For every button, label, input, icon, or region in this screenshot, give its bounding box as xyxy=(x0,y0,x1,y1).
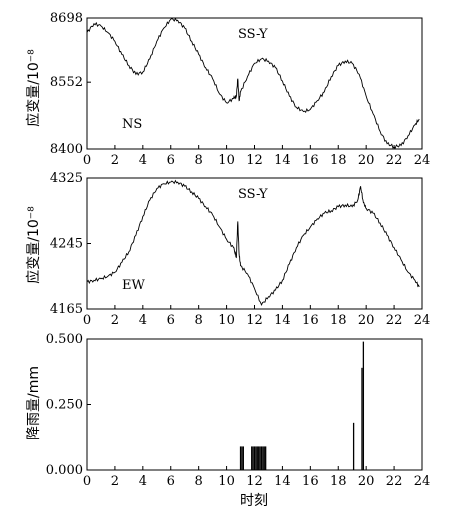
x-tick-label: 14 xyxy=(274,313,291,328)
x-tick-label: 0 xyxy=(83,313,91,328)
panel-rain-ylabel: 降雨量/mm xyxy=(26,366,42,440)
x-tick-label: 16 xyxy=(302,474,319,489)
x-tick-label: 2 xyxy=(111,153,119,168)
x-tick-label: 18 xyxy=(330,153,347,168)
x-tick-label: 22 xyxy=(386,474,403,489)
x-tick-label: 8 xyxy=(195,153,203,168)
panel-ns-component-label: NS xyxy=(122,117,142,132)
x-tick-label: 14 xyxy=(274,153,291,168)
x-tick-label: 14 xyxy=(274,474,291,489)
x-tick-label: 24 xyxy=(414,313,431,328)
x-tick-label: 20 xyxy=(358,474,375,489)
x-tick-label: 16 xyxy=(302,153,319,168)
panel-ew-component-label: EW xyxy=(122,278,145,293)
x-tick-label: 16 xyxy=(302,313,319,328)
x-tick-label: 0 xyxy=(83,153,91,168)
x-tick-label: 12 xyxy=(246,474,263,489)
x-tick-label: 10 xyxy=(218,474,235,489)
x-tick-label: 8 xyxy=(195,313,203,328)
y-tick-label: 8698 xyxy=(50,11,83,26)
x-tick-label: 20 xyxy=(358,313,375,328)
panel-ew-title-annotation: SS-Y xyxy=(238,187,268,202)
y-tick-label: 4325 xyxy=(50,171,83,186)
y-tick-label: 0.500 xyxy=(46,332,83,347)
x-tick-label: 24 xyxy=(414,474,431,489)
x-tick-label: 20 xyxy=(358,153,375,168)
y-tick-label: 4165 xyxy=(50,302,83,317)
panel-ew-ylabel: 应变量/10⁻⁸ xyxy=(25,206,42,284)
ew-strain-line xyxy=(86,179,420,307)
x-tick-label: 12 xyxy=(246,153,263,168)
y-tick-label: 4245 xyxy=(50,237,83,252)
x-tick-label: 6 xyxy=(167,313,175,328)
panel-rain-xlabel: 时刻 xyxy=(240,493,268,509)
x-tick-label: 18 xyxy=(330,474,347,489)
x-tick-label: 18 xyxy=(330,313,347,328)
x-tick-label: 6 xyxy=(167,153,175,168)
x-tick-label: 2 xyxy=(111,474,119,489)
x-tick-label: 0 xyxy=(83,474,91,489)
ns-strain-line xyxy=(86,17,420,149)
x-tick-label: 22 xyxy=(386,313,403,328)
x-tick-label: 4 xyxy=(139,153,147,168)
x-tick-label: 22 xyxy=(386,153,403,168)
x-tick-label: 6 xyxy=(167,474,175,489)
panel-ns-ylabel: 应变量/10⁻⁸ xyxy=(25,49,42,127)
panel-ns-title-annotation: SS-Y xyxy=(238,27,268,42)
x-tick-label: 8 xyxy=(195,474,203,489)
x-tick-label: 4 xyxy=(139,474,147,489)
y-tick-label: 0.000 xyxy=(46,463,83,478)
x-tick-label: 12 xyxy=(246,313,263,328)
y-tick-label: 8400 xyxy=(50,142,83,157)
y-tick-label: 0.250 xyxy=(46,398,83,413)
x-tick-label: 10 xyxy=(218,153,235,168)
x-tick-label: 2 xyxy=(111,313,119,328)
x-tick-label: 24 xyxy=(414,153,431,168)
x-tick-label: 10 xyxy=(218,313,235,328)
x-tick-label: 4 xyxy=(139,313,147,328)
y-tick-label: 8552 xyxy=(50,75,83,90)
